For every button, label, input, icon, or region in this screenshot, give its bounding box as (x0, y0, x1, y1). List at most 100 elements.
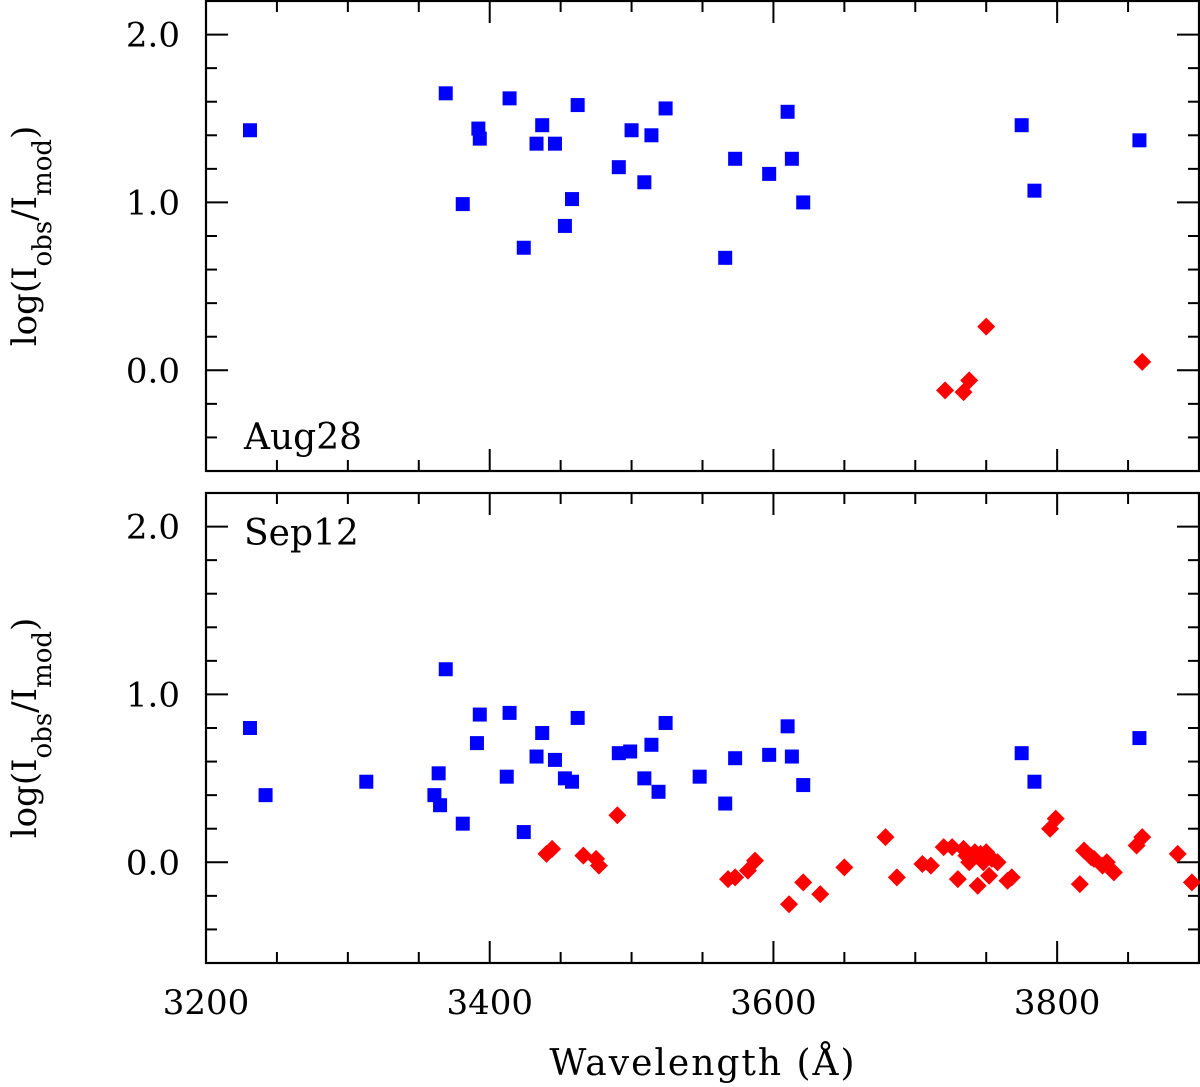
data-point-diamond (543, 839, 562, 858)
data-point-square (718, 796, 733, 811)
data-point-square (611, 160, 626, 175)
data-point-square (258, 788, 273, 803)
y-tick-label: 0.0 (126, 843, 180, 883)
data-point-square (547, 136, 562, 151)
data-point-square (728, 151, 743, 166)
data-point-square (455, 197, 470, 212)
y-tick-label: 1.0 (126, 675, 180, 715)
data-point-square (796, 195, 811, 210)
data-point-diamond (1070, 875, 1089, 894)
data-point-diamond (1046, 809, 1065, 828)
data-point-diamond (960, 371, 979, 390)
data-point-square (637, 175, 652, 190)
data-point-square (1027, 183, 1042, 198)
plot-frame (204, 0, 1200, 473)
data-point-square (472, 707, 487, 722)
data-point-square (1132, 133, 1147, 148)
series-blue_squares (242, 86, 1147, 265)
data-point-diamond (977, 317, 996, 336)
data-point-diamond (1104, 863, 1123, 882)
data-point-diamond (811, 885, 830, 904)
y-axis-label: log(Iobs/Imod) (5, 618, 58, 839)
data-point-diamond (1002, 868, 1021, 887)
data-point-square (658, 715, 673, 730)
data-point-diamond (726, 868, 745, 887)
data-point-diamond (589, 856, 608, 875)
y-tick-label: 2.0 (126, 508, 180, 548)
data-point-square (611, 746, 626, 761)
data-point-diamond (780, 895, 799, 914)
data-point-square (502, 91, 517, 106)
data-point-square (570, 98, 585, 113)
data-point-square (516, 825, 531, 840)
data-point-diamond (1133, 828, 1152, 847)
x-tick-label: 3400 (446, 983, 533, 1023)
plot-frame (204, 491, 1200, 965)
x-tick-label: 3800 (1014, 983, 1101, 1023)
data-point-square (502, 705, 517, 720)
data-point-square (455, 816, 470, 831)
data-point-diamond (608, 806, 627, 825)
data-point-diamond (936, 381, 955, 400)
data-point-square (564, 192, 579, 207)
data-point-square (637, 771, 652, 786)
data-point-square (651, 784, 666, 799)
data-point-square (438, 86, 453, 101)
series-red_diamonds (537, 806, 1200, 914)
data-point-square (1014, 746, 1029, 761)
data-point-square (692, 769, 707, 784)
data-point-square (1132, 731, 1147, 746)
data-point-square (658, 101, 673, 116)
data-point-square (547, 752, 562, 767)
data-point-square (780, 719, 795, 734)
data-point-square (438, 662, 453, 677)
data-point-square (535, 726, 550, 741)
data-point-diamond (988, 853, 1007, 872)
data-point-square (623, 744, 638, 759)
data-point-square (499, 769, 514, 784)
y-tick-label: 2.0 (126, 16, 180, 56)
data-point-diamond (745, 851, 764, 870)
data-point-square (469, 736, 484, 751)
data-point-square (762, 166, 777, 181)
data-point-diamond (980, 866, 999, 885)
data-point-diamond (1168, 844, 1187, 863)
data-point-diamond (1133, 352, 1152, 371)
data-point-square (557, 218, 572, 233)
data-point-square (624, 123, 639, 138)
y-axis-labels: log(Iobs/Imod) log(Iobs/Imod) (5, 126, 58, 839)
data-point-square (718, 250, 733, 265)
data-point-diamond (943, 838, 962, 857)
panel-sep12: 0.0 1.0 2.0 Sep12 (126, 491, 1200, 965)
y-tick-label: 1.0 (126, 183, 180, 223)
panel-label: Sep12 (244, 513, 359, 554)
y-axis-label: log(Iobs/Imod) (5, 126, 58, 347)
data-point-square (516, 240, 531, 255)
series-red_diamonds (936, 317, 1152, 402)
data-point-square (762, 747, 777, 762)
data-point-square (529, 136, 544, 151)
data-point-square (728, 751, 743, 766)
data-point-square (564, 774, 579, 789)
data-point-square (472, 131, 487, 146)
data-point-square (431, 766, 446, 781)
data-point-diamond (876, 828, 895, 847)
data-point-square (433, 798, 448, 813)
data-point-square (780, 104, 795, 119)
series-blue_squares (242, 662, 1147, 840)
data-point-square (242, 123, 257, 138)
data-point-diamond (574, 846, 593, 865)
data-point-diamond (921, 856, 940, 875)
data-point-square (570, 710, 585, 725)
data-point-square (535, 118, 550, 133)
data-point-square (359, 774, 374, 789)
panel-aug28: 0.0 1.0 2.0 Aug28 (126, 0, 1200, 473)
data-point-diamond (887, 868, 906, 887)
data-point-diamond (794, 873, 813, 892)
x-tick-label: 3200 (163, 983, 250, 1023)
y-tick-label: 0.0 (126, 351, 180, 391)
data-point-square (242, 721, 257, 735)
data-point-square (644, 737, 659, 752)
data-point-diamond (968, 876, 987, 895)
